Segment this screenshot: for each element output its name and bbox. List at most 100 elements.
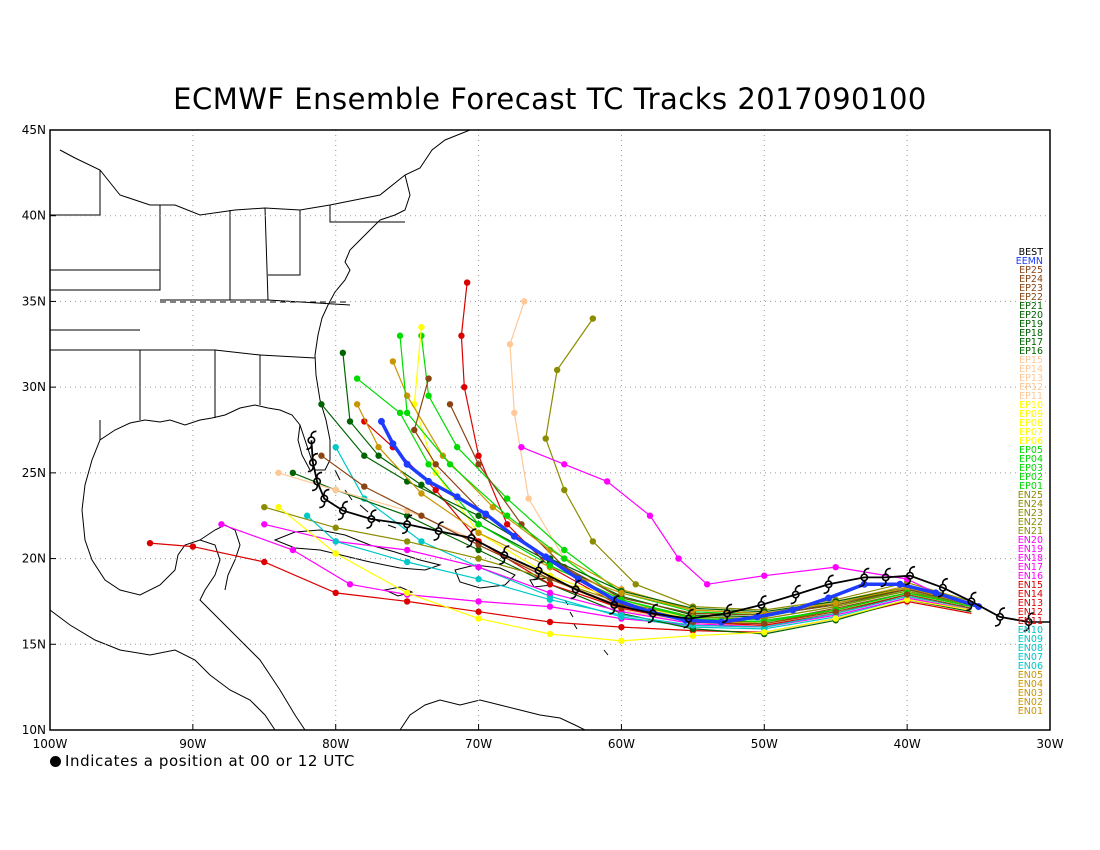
mean-track-point: [482, 510, 490, 518]
track-line: [356, 404, 972, 615]
track-point: [396, 409, 404, 417]
hurricane-symbol-icon: [533, 560, 544, 581]
track-point: [761, 572, 768, 579]
track-point: [542, 435, 549, 442]
track-point: [589, 538, 597, 545]
hurricane-symbol-icon: [722, 603, 733, 624]
mean-track-point: [789, 606, 797, 614]
track-point: [418, 512, 425, 519]
track-point: [332, 486, 339, 494]
lon-tick-label: 70W: [465, 737, 492, 751]
hurricane-symbol-icon: [756, 595, 767, 615]
track-point: [511, 409, 518, 417]
legend-entry: EN23: [1018, 508, 1043, 519]
track-point: [403, 558, 411, 566]
coastlines: [50, 130, 609, 730]
legend-entry: EP08: [1019, 418, 1043, 429]
track-point: [353, 375, 361, 382]
track-point: [463, 279, 471, 286]
legend-entry: EP18: [1019, 328, 1043, 339]
hurricane-symbol-icon: [966, 591, 977, 612]
track-point: [518, 443, 525, 451]
hurricane-symbol-icon: [790, 584, 801, 605]
track-point: [418, 538, 425, 545]
track-point: [618, 611, 625, 619]
legend-entry: EN11: [1018, 616, 1043, 627]
track-point: [458, 332, 465, 339]
track-point: [832, 608, 839, 615]
track-point: [389, 358, 397, 365]
hurricane-symbol-icon: [880, 567, 891, 588]
track-point: [475, 452, 482, 459]
track-point: [618, 637, 625, 645]
chart-title: ECMWF Ensemble Forecast TC Tracks 201709…: [173, 82, 927, 116]
lat-tick-label: 40N: [22, 209, 46, 223]
legend-entry: EP19: [1019, 319, 1043, 330]
hurricane-symbol-icon: [994, 607, 1006, 627]
track-point: [332, 550, 339, 557]
hurricane-symbol-icon: [402, 514, 413, 535]
legend-entry: EP04: [1019, 454, 1043, 465]
lat-tick-label: 30N: [22, 380, 46, 394]
track-point: [832, 615, 839, 622]
legend-entry: EP07: [1019, 427, 1043, 438]
track-point: [546, 618, 554, 626]
hurricane-symbol-icon: [647, 603, 658, 624]
track-line: [545, 318, 972, 611]
track-point: [903, 575, 911, 583]
legend-entry: EN13: [1018, 598, 1043, 609]
mean-track-point: [542, 553, 550, 561]
hurricane-symbol-icon: [307, 452, 318, 473]
track-point: [761, 620, 768, 627]
legend: BESTEEMNEP25EP24EP23EP22EP21EP20EP19EP18…: [1016, 247, 1044, 717]
hurricane-symbol-icon: [466, 528, 477, 548]
map-grid: [50, 130, 1050, 730]
footnote: Indicates a position at 00 or 12 UTC: [50, 752, 355, 770]
legend-entry: EN05: [1018, 670, 1043, 681]
track-point: [546, 562, 554, 569]
track-point: [289, 546, 297, 554]
legend-entry: EP05: [1019, 445, 1043, 456]
track-line: [521, 446, 972, 611]
track-point: [346, 418, 354, 425]
mean-track-point: [825, 594, 833, 602]
track-point: [375, 443, 382, 451]
footnote-text: Indicates a position at 00 or 12 UTC: [65, 752, 355, 770]
axis-ticks: 100W 90W 80W 70W 60W 50W 40W 30W 45N 40N 35N 30N 25N…: [22, 123, 1064, 751]
legend-entry: EN16: [1018, 571, 1043, 582]
ensemble-member-track: [411, 323, 972, 627]
lon-tick-label: 100W: [33, 737, 68, 751]
track-point: [318, 401, 325, 408]
legend-entry: EP20: [1019, 310, 1043, 321]
track-point: [332, 443, 339, 451]
legend-entry: EN02: [1018, 697, 1043, 708]
track-point: [425, 375, 432, 382]
track-point: [332, 538, 339, 545]
track-point: [361, 452, 368, 459]
track-point: [689, 632, 697, 639]
track-point: [361, 483, 368, 490]
track-point: [475, 575, 482, 583]
track-point: [561, 555, 568, 562]
mean-track-line: [379, 420, 980, 624]
track-point: [521, 298, 528, 305]
legend-entry: EN17: [1018, 562, 1043, 573]
legend-entry: EP22: [1019, 292, 1043, 303]
lon-tick-label: 80W: [322, 737, 349, 751]
track-point: [675, 555, 682, 562]
hurricane-symbol-icon: [904, 565, 916, 586]
hurricane-symbol-icon: [937, 577, 948, 598]
track-point: [475, 615, 482, 622]
track-point: [453, 443, 461, 451]
track-point: [403, 598, 411, 605]
best-track-line: [310, 440, 1029, 623]
track-point: [418, 332, 425, 339]
hurricane-symbol-icon: [859, 567, 870, 588]
track-point: [632, 581, 639, 588]
plot-frame: [49, 129, 1051, 731]
lat-tick-label: 25N: [22, 466, 46, 480]
legend-entry: EN18: [1018, 553, 1043, 564]
mean-track-point: [453, 493, 461, 501]
legend-entry: EP03: [1019, 463, 1043, 474]
